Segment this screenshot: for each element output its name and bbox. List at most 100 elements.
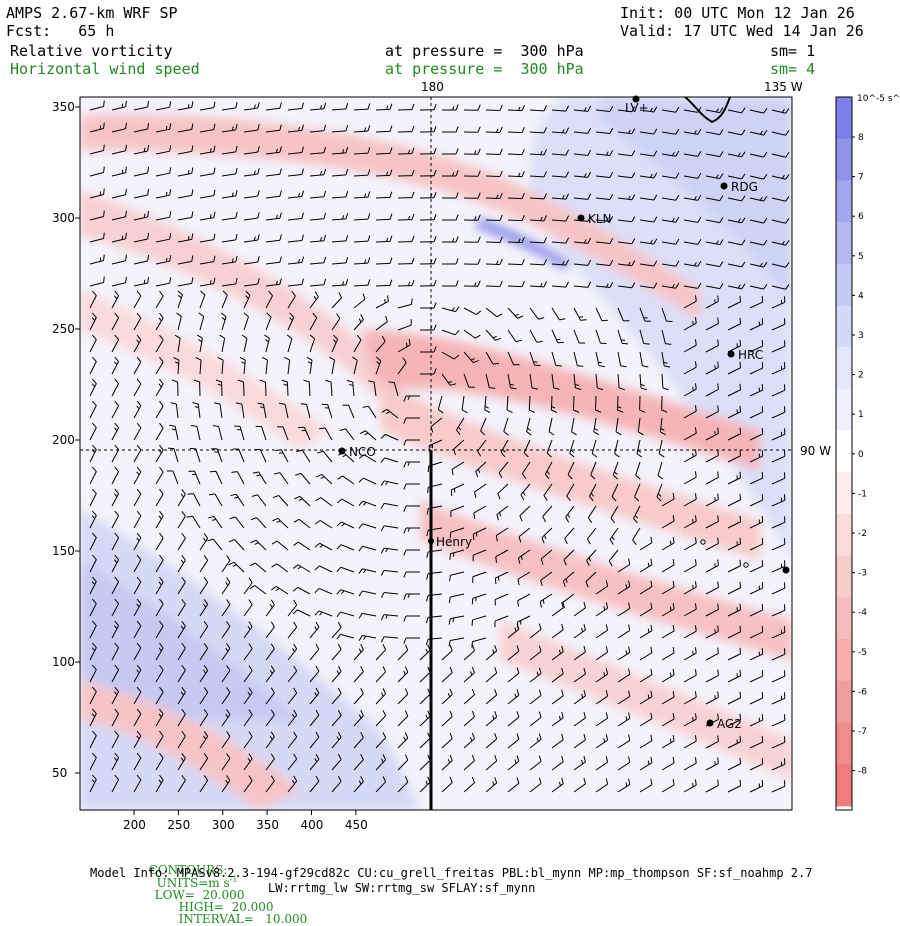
wind-barb-feather <box>740 340 741 346</box>
wind-barb-feather <box>718 472 719 478</box>
wind-barb-feather <box>122 236 123 240</box>
wind-barb-feather <box>740 296 741 302</box>
colorbar-tick-label: -4 <box>858 608 867 618</box>
wind-barb-feather <box>144 148 145 152</box>
wind-barb-feather <box>648 761 649 765</box>
y-tick-label: 200 <box>52 433 75 447</box>
wind-barb-feather <box>740 780 741 786</box>
model-info: Model Info: MPASv8.2.3-194-gf29cd82c CU:… <box>90 867 812 879</box>
wind-barb <box>376 263 390 264</box>
wind-barb-feather <box>740 318 741 324</box>
colorbar-tick-label: -3 <box>858 569 867 579</box>
wind-barb-feather <box>718 648 719 654</box>
wind-barb-feather <box>740 648 741 654</box>
wind-barb <box>287 382 288 396</box>
wind-barb-feather <box>388 382 394 383</box>
station-marker <box>728 351 735 358</box>
wind-barb-feather <box>718 692 719 698</box>
wind-barb <box>376 131 390 132</box>
wind-barb-feather <box>693 321 694 325</box>
colorbar-tick-label: -8 <box>858 767 867 777</box>
colorbar-swatch <box>836 431 852 473</box>
colorbar-unit: 10^-5 s^-1 <box>857 94 900 104</box>
station-marker <box>428 538 434 544</box>
colorbar-tick-label: -6 <box>858 687 867 697</box>
y-tick-label: 250 <box>52 322 75 336</box>
wind-barb <box>508 264 522 265</box>
wind-barb <box>376 219 390 220</box>
wind-barb-feather <box>166 192 167 196</box>
station-marker <box>578 215 585 222</box>
colorbar-swatch <box>836 556 852 598</box>
model-info-2: LW:rrtmg_lw SW:rrtmg_sw SFLAY:sf_mynn <box>268 882 535 894</box>
wind-barb-feather <box>122 104 123 108</box>
wind-barb-feather <box>644 344 650 345</box>
colorbar-swatch <box>836 222 852 264</box>
colorbar-tick-label: 6 <box>858 212 864 222</box>
wind-barb-feather <box>412 298 413 304</box>
colorbar-swatch <box>836 389 852 431</box>
colorbar-swatch <box>836 764 852 806</box>
wind-barb-feather <box>693 519 694 523</box>
wind-barb-feather <box>718 296 719 302</box>
contour-interval: INTERVAL= 10.000 <box>179 912 308 926</box>
wind-barb-feather <box>740 362 741 368</box>
x-tick-label: 400 <box>301 818 324 832</box>
wind-barb-feather <box>450 554 451 560</box>
wind-barb-feather <box>648 563 649 567</box>
colorbar-swatch <box>836 722 852 764</box>
colorbar-swatch <box>836 472 852 514</box>
colorbar-swatch <box>836 597 852 639</box>
colorbar-tick-label: -7 <box>858 727 867 737</box>
wind-barb-feather <box>598 362 602 363</box>
y-tick-label: 350 <box>52 100 75 114</box>
wind-barb <box>508 220 522 221</box>
wind-barb-feather <box>406 343 407 347</box>
wind-barb-feather <box>718 516 719 522</box>
wind-barb-feather <box>453 618 454 622</box>
wind-barb-feather <box>740 516 741 522</box>
x-tick-label: 250 <box>167 818 190 832</box>
wind-barb-feather <box>279 453 283 454</box>
wind-barb-feather <box>718 362 719 368</box>
wind-barb-feather <box>693 783 694 787</box>
colorbar-tick-label: 5 <box>858 252 864 262</box>
lon-label-135w: 135 W <box>764 80 803 94</box>
wind-barb-feather <box>740 406 741 412</box>
wind-barb-feather <box>718 450 719 456</box>
wind-barb-feather <box>257 475 261 476</box>
wind-barb <box>508 198 522 199</box>
wind-barb-feather <box>556 365 562 366</box>
wind-barb <box>508 242 522 243</box>
wind-barb-feather <box>740 626 741 632</box>
wind-barb-feather <box>718 494 719 500</box>
wind-barb <box>508 286 522 287</box>
map-area <box>80 97 792 810</box>
station-label-henry: Henry <box>436 535 472 549</box>
colorbar-swatch <box>836 514 852 556</box>
wind-barb-feather <box>166 126 167 130</box>
colorbar-tick-label: 3 <box>858 331 864 341</box>
wind-barb <box>508 132 522 133</box>
wind-barb-feather <box>718 604 719 610</box>
map-figure: LV+ RDG KLN HRC NCO Henry AG2 180 135 W … <box>0 0 900 900</box>
colorbar-swatch <box>836 180 852 222</box>
colorbar-tick-label: 1 <box>858 410 864 420</box>
wind-barb <box>508 110 522 111</box>
wind-barb <box>573 396 574 410</box>
colorbar-tick-label: 4 <box>858 291 864 301</box>
wind-barb <box>376 197 390 198</box>
wind-barb-feather <box>122 170 123 174</box>
wind-barb-feather <box>648 695 649 699</box>
wind-barb <box>376 153 390 154</box>
x-tick-label: 200 <box>123 818 146 832</box>
wind-barb-feather <box>581 320 587 321</box>
wind-barb <box>376 109 390 110</box>
colorbar-swatch <box>836 264 852 306</box>
colorbar-tick-label: -1 <box>858 489 867 499</box>
wind-barb-feather <box>234 426 240 427</box>
wind-barb <box>376 175 390 176</box>
wind-barb-feather <box>718 758 719 764</box>
wind-barb-feather <box>740 582 741 588</box>
wind-barb-feather <box>693 453 694 457</box>
